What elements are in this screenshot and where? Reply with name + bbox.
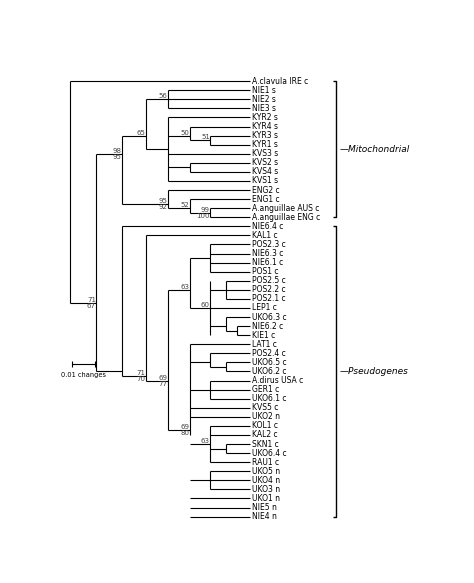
Text: A.clavula IRE c: A.clavula IRE c xyxy=(252,77,309,86)
Text: UKO1 n: UKO1 n xyxy=(252,494,280,503)
Text: POS2.4 c: POS2.4 c xyxy=(252,349,286,358)
Text: A.anguillae ENG c: A.anguillae ENG c xyxy=(252,213,320,222)
Text: UKO3 n: UKO3 n xyxy=(252,485,280,494)
Text: UKO4 n: UKO4 n xyxy=(252,476,280,485)
Text: KVS2 s: KVS2 s xyxy=(252,159,278,167)
Text: POS2.2 c: POS2.2 c xyxy=(252,285,286,294)
Text: 98: 98 xyxy=(113,147,122,154)
Text: POS2.3 c: POS2.3 c xyxy=(252,240,286,249)
Text: 69: 69 xyxy=(181,424,190,430)
Text: KYR4 s: KYR4 s xyxy=(252,122,278,131)
Text: UKO5 n: UKO5 n xyxy=(252,467,280,476)
Text: LAT1 c: LAT1 c xyxy=(252,340,277,349)
Text: KIE1 c: KIE1 c xyxy=(252,331,275,340)
Text: KYR3 s: KYR3 s xyxy=(252,131,278,140)
Text: LEP1 c: LEP1 c xyxy=(252,304,277,312)
Text: KVS4 s: KVS4 s xyxy=(252,167,278,177)
Text: NIE6.4 c: NIE6.4 c xyxy=(252,222,283,231)
Text: 65: 65 xyxy=(137,129,146,136)
Text: NIE3 s: NIE3 s xyxy=(252,104,276,113)
Text: 63: 63 xyxy=(201,438,210,444)
Text: 0.01 changes: 0.01 changes xyxy=(61,372,106,378)
Text: KYR2 s: KYR2 s xyxy=(252,113,278,122)
Text: UKO6.4 c: UKO6.4 c xyxy=(252,449,287,458)
Text: 100: 100 xyxy=(196,213,210,219)
Text: KYR1 s: KYR1 s xyxy=(252,140,278,149)
Text: A.anguillae AUS c: A.anguillae AUS c xyxy=(252,203,319,213)
Text: KVS3 s: KVS3 s xyxy=(252,149,278,158)
Text: 63: 63 xyxy=(181,284,190,290)
Text: KAL1 c: KAL1 c xyxy=(252,231,278,240)
Text: 95: 95 xyxy=(159,198,168,203)
Text: UKO6.2 c: UKO6.2 c xyxy=(252,367,287,376)
Text: 67: 67 xyxy=(87,303,96,310)
Text: 80: 80 xyxy=(181,430,190,437)
Text: 56: 56 xyxy=(159,93,168,99)
Text: NIE4 n: NIE4 n xyxy=(252,512,277,521)
Text: 52: 52 xyxy=(181,202,190,208)
Text: 77: 77 xyxy=(159,381,168,387)
Text: SKN1 c: SKN1 c xyxy=(252,440,279,448)
Text: UKO6.1 c: UKO6.1 c xyxy=(252,394,287,403)
Text: RAU1 c: RAU1 c xyxy=(252,458,279,467)
Text: 70: 70 xyxy=(137,376,146,382)
Text: NIE1 s: NIE1 s xyxy=(252,86,276,95)
Text: GER1 c: GER1 c xyxy=(252,385,279,394)
Text: KVS5 c: KVS5 c xyxy=(252,403,279,412)
Text: 95: 95 xyxy=(113,154,122,160)
Text: POS2.1 c: POS2.1 c xyxy=(252,294,286,303)
Text: ENG2 c: ENG2 c xyxy=(252,185,280,195)
Text: 60: 60 xyxy=(201,302,210,308)
Text: KAL2 c: KAL2 c xyxy=(252,430,278,440)
Text: NIE5 n: NIE5 n xyxy=(252,503,277,512)
Text: 92: 92 xyxy=(159,203,168,210)
Text: KVS1 s: KVS1 s xyxy=(252,177,278,185)
Text: —Mitochondrial: —Mitochondrial xyxy=(339,145,410,154)
Text: NIE2 s: NIE2 s xyxy=(252,95,276,104)
Text: NIE6.1 c: NIE6.1 c xyxy=(252,258,283,267)
Text: 50: 50 xyxy=(181,129,190,136)
Text: 71: 71 xyxy=(87,297,96,303)
Text: 99: 99 xyxy=(201,207,210,213)
Text: 69: 69 xyxy=(159,374,168,381)
Text: POS2.5 c: POS2.5 c xyxy=(252,276,286,285)
Text: A.dirus USA c: A.dirus USA c xyxy=(252,376,303,385)
Text: NIE6.3 c: NIE6.3 c xyxy=(252,249,283,258)
Text: POS1 c: POS1 c xyxy=(252,267,279,276)
Text: UKO2 n: UKO2 n xyxy=(252,412,280,422)
Text: NIE6.2 c: NIE6.2 c xyxy=(252,322,283,331)
Text: 51: 51 xyxy=(201,134,210,140)
Text: —Pseudogenes: —Pseudogenes xyxy=(339,367,409,376)
Text: UKO6.3 c: UKO6.3 c xyxy=(252,312,287,322)
Text: ENG1 c: ENG1 c xyxy=(252,195,280,203)
Text: 71: 71 xyxy=(137,370,146,376)
Text: KOL1 c: KOL1 c xyxy=(252,422,278,430)
Text: UKO6.5 c: UKO6.5 c xyxy=(252,358,287,367)
